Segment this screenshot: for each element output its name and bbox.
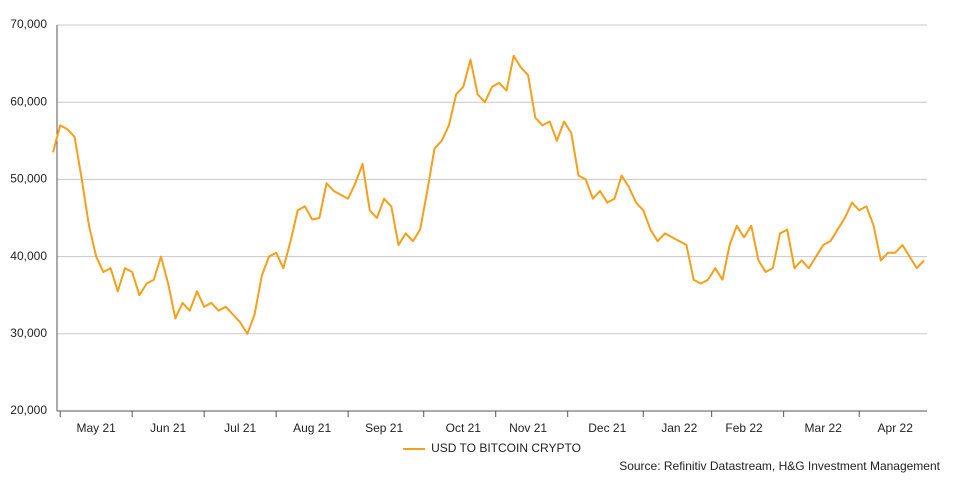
x-tick-label: Mar 22 [805,421,843,435]
y-tick-label: 40,000 [10,249,47,263]
x-tick-label: Aug 21 [293,421,331,435]
x-tick-label: Jul 21 [224,421,256,435]
x-tick-label: Dec 21 [588,421,626,435]
x-tick-label: Jan 22 [661,421,697,435]
legend-label: USD TO BITCOIN CRYPTO [431,441,581,455]
source-note: Source: Refinitiv Datastream, H&G Invest… [619,459,940,473]
y-tick-label: 70,000 [10,17,47,31]
y-tick-label: 60,000 [10,94,47,108]
data-line [52,54,925,335]
x-tick-label: Jun 21 [150,421,186,435]
x-tick-label: Sep 21 [365,421,403,435]
x-tick-label: Oct 21 [446,421,482,435]
y-tick-label: 30,000 [10,326,47,340]
y-tick-label: 50,000 [10,172,47,186]
x-tick-label: Feb 22 [725,421,763,435]
x-tick-label: Nov 21 [509,421,547,435]
x-tick-label: May 21 [77,421,117,435]
x-tick-label: Apr 22 [878,421,914,435]
y-tick-label: 20,000 [10,403,47,417]
